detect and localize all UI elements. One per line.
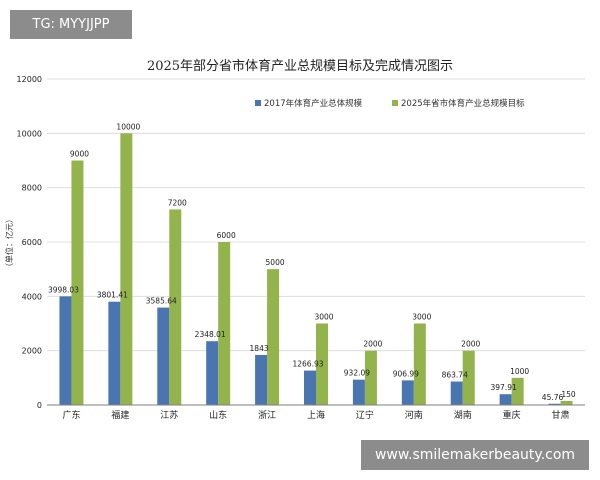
overlay-tag: TG: MYYJJPP	[10, 10, 132, 39]
data-label: 397.91	[491, 383, 517, 392]
bar-2	[511, 377, 524, 405]
data-label: 150	[561, 390, 576, 399]
data-label: 3000	[314, 313, 333, 322]
bar-2	[169, 209, 182, 405]
bar-1	[548, 403, 561, 405]
bar-1	[157, 307, 170, 405]
y-tick-label: 2000	[22, 347, 42, 356]
chart-title: 2025年部分省市体育产业总规模目标及完成情况图示	[147, 58, 453, 74]
bar-1	[499, 394, 512, 405]
bar-2	[560, 400, 573, 405]
data-labels: 3998.03 9000 3801.41 10000 3585.64 7200 2348.0…	[48, 122, 576, 401]
legend-label-series1: 2017年体育产业总体规模	[264, 98, 363, 109]
bar-1	[255, 354, 268, 405]
legend-label-series2: 2025年省市体育产业总规模目标	[401, 98, 525, 109]
bar-1	[352, 379, 365, 405]
data-label: 6000	[217, 231, 236, 240]
bar-1	[304, 370, 316, 405]
x-axis-categories: 广东 福建 江苏 山东 浙江 上海 辽宁 河南 湖南 重庆 甘肃	[62, 409, 569, 421]
data-label: 932.09	[344, 369, 370, 378]
x-category-label: 广东	[62, 409, 80, 421]
x-category-label: 江苏	[160, 409, 178, 421]
bar-2	[413, 323, 426, 405]
x-category-label: 浙江	[258, 409, 276, 421]
y-tick-label: 0	[37, 401, 42, 410]
bar-1	[401, 380, 414, 405]
data-label: 5000	[266, 258, 285, 267]
data-label: 3585.64	[146, 297, 177, 306]
x-category-label: 辽宁	[356, 409, 374, 421]
y-tick-label: 8000	[22, 184, 42, 193]
bar-1	[206, 341, 219, 405]
x-category-label: 重庆	[503, 409, 521, 421]
data-label: 1266.93	[292, 360, 323, 369]
data-label: 45.76	[542, 393, 564, 402]
legend-swatch-series1	[255, 100, 261, 106]
x-category-label: 山东	[209, 409, 227, 421]
data-label: 3801.41	[97, 291, 128, 300]
x-category-label: 上海	[307, 409, 325, 421]
data-label: 10000	[116, 122, 140, 131]
bars	[59, 133, 573, 406]
data-label: 7200	[168, 198, 187, 207]
gridlines	[47, 78, 585, 352]
y-tick-label: 12000	[17, 75, 42, 84]
watermark: www.smilemakerbeauty.com	[361, 440, 589, 470]
y-axis-label: （单位：亿元）	[4, 215, 14, 271]
data-label: 863.74	[442, 371, 468, 380]
bar-1	[450, 381, 463, 405]
bar-1	[59, 296, 72, 405]
legend-swatch-series2	[392, 100, 398, 106]
x-category-label: 甘肃	[552, 409, 570, 421]
bar-2	[218, 242, 231, 405]
y-axis-ticks: 0 2000 4000 6000 8000 10000 12000	[17, 75, 42, 410]
data-label: 2348.01	[195, 330, 226, 339]
x-category-label: 湖南	[454, 409, 472, 421]
data-label: 906.99	[393, 369, 419, 378]
data-label: 3998.03	[48, 285, 79, 294]
bar-2	[267, 269, 280, 405]
bar-2	[120, 133, 133, 406]
legend: 2017年体育产业总体规模 2025年省市体育产业总规模目标	[255, 98, 525, 109]
bar-2	[71, 160, 84, 405]
y-tick-label: 10000	[17, 129, 42, 138]
data-label: 2000	[363, 340, 382, 349]
y-tick-label: 4000	[22, 292, 42, 301]
data-label: 3000	[412, 313, 431, 322]
data-label: 1843	[250, 344, 269, 353]
bar-2	[364, 350, 377, 405]
x-category-label: 福建	[111, 409, 129, 421]
y-tick-label: 6000	[22, 238, 42, 247]
data-label: 9000	[70, 150, 89, 159]
bar-1	[108, 301, 121, 405]
data-label: 1000	[510, 367, 529, 376]
bar-2	[462, 350, 475, 405]
bar-2	[316, 323, 328, 405]
data-label: 2000	[461, 340, 480, 349]
x-category-label: 河南	[405, 409, 423, 421]
